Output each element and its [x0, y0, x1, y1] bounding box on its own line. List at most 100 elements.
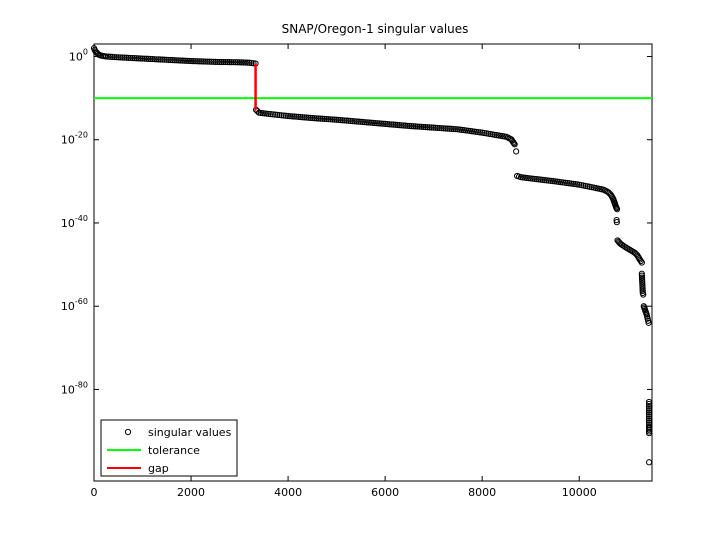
- data-point: [353, 118, 360, 125]
- data-point: [238, 59, 245, 66]
- data-point: [422, 123, 429, 131]
- x-tick-label: 2000: [177, 486, 205, 499]
- legend-box: [100, 419, 238, 477]
- data-point: [202, 58, 209, 65]
- data-point: [149, 55, 156, 63]
- data-point: [645, 415, 653, 422]
- data-point: [159, 56, 166, 63]
- y-tick-label: 10-40: [61, 214, 88, 230]
- data-point: [645, 411, 653, 418]
- data-point: [113, 54, 120, 61]
- data-point: [109, 53, 116, 61]
- data-point: [167, 56, 174, 64]
- data-point: [545, 177, 552, 184]
- data-point: [319, 115, 326, 122]
- data-point: [267, 111, 274, 118]
- data-point: [645, 400, 653, 408]
- data-point: [416, 123, 423, 130]
- y-tick-label: 10-80: [61, 380, 88, 396]
- data-point: [341, 117, 348, 124]
- data-point: [430, 124, 437, 131]
- data-point: [125, 54, 132, 61]
- data-point: [143, 55, 150, 62]
- data-point: [141, 55, 148, 62]
- plot-frame: [93, 43, 653, 482]
- data-point: [513, 148, 520, 155]
- chart-title: SNAP/Oregon-1 singular values: [282, 22, 469, 36]
- legend-label: gap: [148, 462, 169, 475]
- data-point: [412, 123, 419, 130]
- data-point: [295, 113, 302, 120]
- data-point: [547, 177, 555, 184]
- data-point: [327, 116, 334, 123]
- data-point: [638, 259, 645, 266]
- data-point: [291, 113, 298, 120]
- data-point: [369, 119, 377, 126]
- data-point: [645, 319, 652, 326]
- x-tick-label: 4000: [274, 486, 302, 499]
- data-point: [406, 122, 413, 130]
- data-point: [640, 291, 647, 298]
- x-tick-label: 10000: [562, 486, 597, 499]
- series-layer: [90, 45, 653, 466]
- data-point: [382, 120, 389, 128]
- data-point: [242, 59, 249, 66]
- data-point: [384, 120, 391, 128]
- data-point: [212, 58, 219, 65]
- data-point: [284, 112, 292, 120]
- data-point: [165, 56, 172, 64]
- data-point: [175, 57, 183, 64]
- data-point: [535, 176, 542, 183]
- data-point: [448, 125, 455, 133]
- data-point: [133, 55, 140, 62]
- data-point: [187, 57, 195, 65]
- data-point: [183, 57, 191, 64]
- data-point: [274, 111, 281, 118]
- data-point: [272, 111, 279, 118]
- data-point: [380, 120, 387, 127]
- legend-label: tolerance: [148, 444, 200, 457]
- data-point: [123, 54, 130, 61]
- data-point: [440, 125, 447, 132]
- data-point: [645, 402, 653, 410]
- data-point: [613, 216, 620, 224]
- data-point: [537, 176, 544, 183]
- data-point: [228, 59, 235, 66]
- data-point: [645, 405, 653, 412]
- data-point: [420, 123, 427, 131]
- data-point: [333, 116, 340, 123]
- data-point: [375, 120, 383, 127]
- legend-swatch-singular-values: [124, 428, 132, 436]
- data-point: [418, 123, 425, 130]
- data-point: [200, 58, 207, 65]
- data-point: [645, 430, 653, 437]
- data-point: [377, 120, 385, 127]
- data-point: [359, 118, 366, 126]
- data-point: [357, 118, 364, 125]
- data-point: [345, 117, 352, 124]
- data-point: [287, 113, 294, 120]
- data-point: [510, 140, 518, 147]
- data-point: [222, 58, 229, 66]
- data-point: [361, 119, 369, 126]
- data-point: [119, 54, 126, 61]
- y-tick-label: 10-60: [61, 297, 88, 313]
- data-point: [208, 58, 215, 65]
- data-point: [438, 125, 445, 132]
- data-point: [145, 55, 152, 62]
- data-point: [414, 123, 421, 130]
- data-point: [637, 257, 644, 265]
- chart-legend: singular values tolerance gap: [100, 419, 238, 477]
- data-point: [329, 116, 336, 123]
- data-point: [248, 59, 255, 67]
- data-point: [234, 59, 241, 66]
- data-point: [232, 59, 239, 66]
- data-point: [400, 122, 407, 129]
- data-point: [639, 280, 646, 287]
- x-tick-label: 6000: [371, 486, 399, 499]
- data-point: [511, 141, 518, 148]
- data-point: [398, 122, 405, 129]
- data-point: [206, 58, 213, 65]
- data-point: [226, 59, 233, 66]
